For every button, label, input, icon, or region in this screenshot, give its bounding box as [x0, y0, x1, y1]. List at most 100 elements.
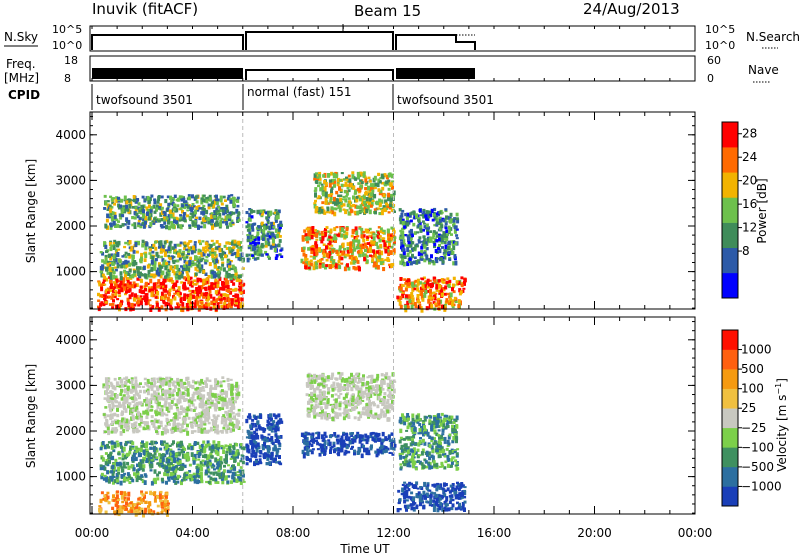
echo-cell: [387, 179, 391, 183]
echo-cell: [173, 384, 177, 388]
echo-cell: [376, 234, 380, 239]
echo-cell: [232, 415, 236, 420]
echo-cell: [324, 181, 328, 187]
echo-cell: [382, 205, 386, 210]
echo-cell: [162, 508, 166, 512]
echo-cell: [131, 257, 135, 262]
echo-cell: [238, 469, 242, 473]
echo-cell: [333, 207, 337, 210]
echo-cell: [358, 227, 362, 230]
echo-cell: [129, 276, 133, 280]
echo-cell: [128, 203, 132, 209]
freq-label-line2: [MHz]: [4, 71, 39, 85]
echo-cell: [358, 187, 362, 193]
echo-cell: [154, 495, 158, 499]
echo-cell: [392, 247, 396, 252]
echo-cell: [121, 506, 125, 510]
echo-cell: [214, 307, 218, 312]
echo-cell: [229, 260, 233, 263]
echo-cell: [166, 469, 170, 473]
echo-cell: [448, 299, 452, 303]
echo-cell: [260, 253, 264, 257]
velocity-data-layer: [98, 317, 467, 518]
echo-cell: [172, 452, 176, 456]
echo-cell: [401, 234, 405, 240]
echo-cell: [120, 287, 124, 291]
echo-cell: [184, 398, 188, 402]
echo-cell: [185, 393, 189, 397]
echo-cell: [161, 244, 165, 250]
echo-cell: [141, 385, 145, 388]
echo-cell: [97, 280, 101, 283]
echo-cell: [463, 280, 466, 286]
echo-cell: [235, 208, 239, 214]
echo-cell: [214, 254, 218, 258]
echo-cell: [135, 477, 139, 483]
echo-cell: [222, 211, 226, 216]
echo-cell: [274, 209, 278, 212]
echo-cell: [145, 296, 149, 302]
echo-cell: [217, 445, 220, 450]
echo-cell: [320, 258, 324, 261]
echo-cell: [212, 301, 216, 306]
echo-cell: [101, 441, 105, 446]
echo-cell: [132, 281, 136, 285]
echo-cell: [264, 445, 268, 449]
cpid-segment-3: twofsound 3501: [397, 93, 494, 107]
echo-cell: [273, 243, 277, 249]
echo-cell: [173, 477, 177, 480]
echo-cell: [246, 238, 250, 243]
echo-cell: [108, 242, 112, 247]
echo-cell: [406, 304, 409, 307]
echo-cell: [149, 307, 153, 312]
echo-cell: [425, 217, 428, 221]
echo-cell: [140, 444, 144, 448]
echo-cell: [399, 286, 403, 292]
echo-cell: [400, 239, 403, 242]
echo-cell: [354, 237, 358, 243]
echo-cell: [179, 391, 182, 394]
echo-cell: [123, 496, 127, 502]
echo-cell: [150, 481, 154, 486]
echo-cell: [428, 210, 432, 214]
echo-cell: [167, 271, 171, 274]
echo-cell: [150, 286, 154, 289]
echo-cell: [219, 456, 223, 461]
echo-cell: [277, 228, 281, 231]
echo-cell: [164, 251, 168, 254]
echo-cell: [220, 444, 224, 448]
echo-cell: [433, 245, 436, 249]
echo-cell: [112, 197, 116, 200]
echo-cell: [119, 271, 123, 276]
echo-cell: [197, 239, 201, 244]
echo-cell: [387, 187, 391, 191]
echo-cell: [228, 246, 231, 251]
echo-cell: [176, 422, 180, 426]
echo-cell: [265, 253, 269, 256]
echo-cell: [404, 305, 408, 310]
echo-cell: [363, 242, 367, 247]
echo-cell: [229, 305, 233, 309]
echo-cell: [162, 285, 166, 289]
echo-cell: [142, 224, 146, 229]
echo-cell: [114, 224, 117, 228]
echo-cell: [157, 471, 161, 475]
echo-cell: [184, 427, 188, 432]
echo-cell: [221, 281, 224, 286]
echo-cell: [126, 282, 130, 288]
echo-cell: [131, 400, 135, 403]
echo-cell: [455, 217, 459, 221]
echo-cell: [398, 300, 402, 306]
echo-cell: [175, 406, 179, 410]
echo-cell: [193, 279, 197, 282]
echo-cell: [182, 197, 186, 201]
echo-cell: [373, 175, 377, 181]
echo-cell: [127, 404, 130, 409]
echo-cell: [437, 297, 441, 300]
power-data-layer: [97, 112, 467, 313]
echo-cell: [226, 273, 230, 279]
echo-cell: [148, 246, 152, 250]
echo-cell: [410, 228, 413, 234]
echo-cell: [113, 283, 117, 287]
echo-cell: [112, 463, 115, 466]
